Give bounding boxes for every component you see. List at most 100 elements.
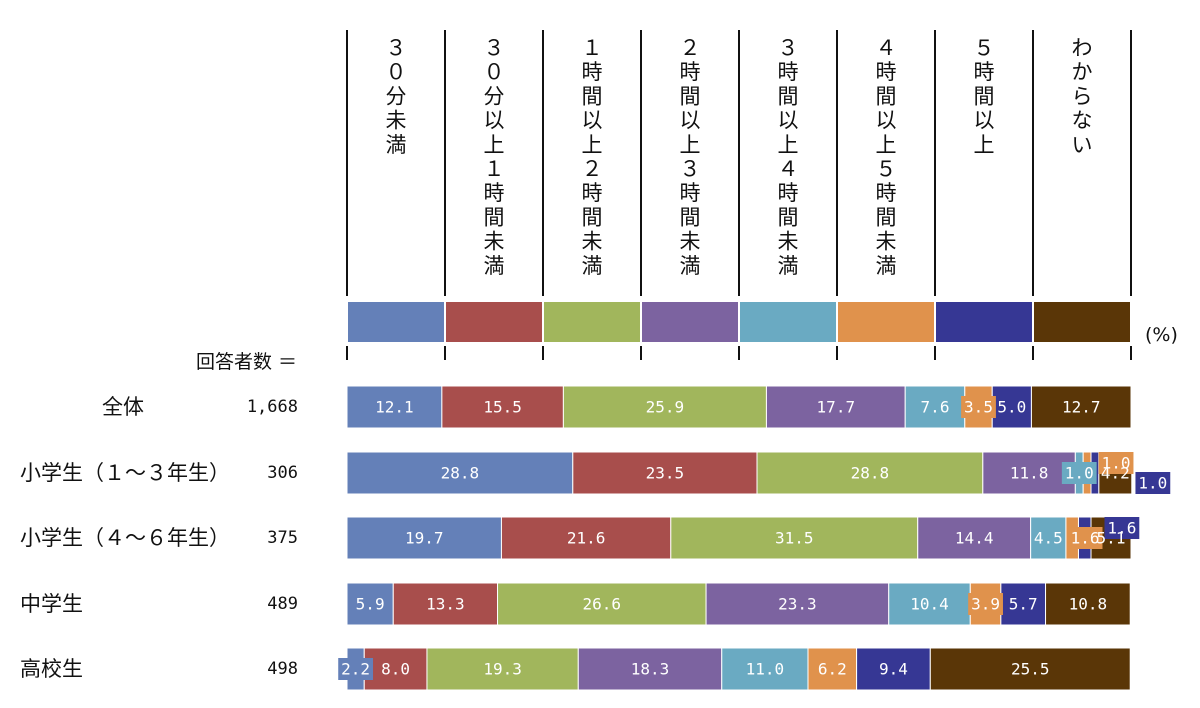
value-label-box xyxy=(1098,452,1134,474)
value-label-box xyxy=(961,396,996,418)
value-label: 4.2 xyxy=(1101,464,1130,483)
value-label: 1.0 xyxy=(1102,454,1131,473)
bar-segment xyxy=(497,582,707,626)
count-label: 375 xyxy=(267,528,298,548)
legend-label: わからない xyxy=(1072,36,1093,157)
bar-segment xyxy=(346,385,443,429)
value-label: 7.6 xyxy=(921,398,950,417)
legend-label: ５時間以上 xyxy=(974,36,995,157)
count-label: 489 xyxy=(267,594,298,614)
bar-segment xyxy=(991,385,1032,429)
bar-segment xyxy=(426,647,579,691)
value-label-box xyxy=(968,593,1003,615)
column-ticks xyxy=(346,346,1132,360)
value-label: 21.6 xyxy=(567,529,606,548)
value-label: 3.5 xyxy=(964,398,993,417)
bar-segment xyxy=(982,451,1076,495)
value-label: 15.5 xyxy=(483,398,522,417)
chart-row: 小学生（１～３年生） 306 28.8 23.5 28.8 11.8 1.01.01.04.… xyxy=(20,451,1171,495)
bar-segment xyxy=(765,385,906,429)
legend-swatch xyxy=(740,302,836,342)
chart-row: 中学生 489 5.9 13.3 26.6 23.3 10.4 3.9 5.7 10.8 xyxy=(20,582,1131,626)
category-label: 小学生（４～６年生） xyxy=(20,526,230,550)
respondents-label: 回答者数 ＝ xyxy=(196,351,297,373)
bar-segment xyxy=(577,647,723,691)
chart-row: 小学生（４～６年生） 375 19.7 21.6 31.5 14.4 4.5 1.6 1.65.… xyxy=(20,516,1140,560)
category-label: 全体 xyxy=(102,395,144,419)
legend-swatches xyxy=(348,302,1130,342)
legend-swatch xyxy=(446,302,542,342)
value-label: 31.5 xyxy=(775,529,814,548)
count-label: 306 xyxy=(267,463,298,483)
value-label: 9.4 xyxy=(879,660,908,679)
category-label: 中学生 xyxy=(20,592,83,616)
value-label: 1.0 xyxy=(1065,464,1094,483)
value-label-box xyxy=(1061,462,1097,484)
value-label-box xyxy=(1104,517,1140,539)
value-label: 1.6 xyxy=(1107,519,1136,538)
value-label: 8.0 xyxy=(381,660,410,679)
value-label: 10.4 xyxy=(910,595,949,614)
bar-segment xyxy=(1045,582,1131,626)
legend-header-dividers xyxy=(346,30,1132,296)
bar-segment xyxy=(392,582,499,626)
bar-segment xyxy=(670,516,919,560)
value-label: 6.2 xyxy=(818,660,847,679)
value-label: 1.0 xyxy=(1138,474,1167,493)
legend-label: １時間以上２時間未満 xyxy=(582,36,603,278)
value-label: 28.8 xyxy=(441,464,480,483)
legend-swatch xyxy=(936,302,1032,342)
legend-label: ２時間以上３時間未満 xyxy=(680,36,701,278)
value-label: 13.3 xyxy=(426,595,465,614)
value-label: 26.6 xyxy=(583,595,622,614)
value-label: 4.5 xyxy=(1034,529,1063,548)
legend-swatch xyxy=(642,302,738,342)
value-label: 11.0 xyxy=(746,660,785,679)
value-label: 5.1 xyxy=(1097,529,1126,548)
bar-segment xyxy=(807,647,858,691)
value-label-box xyxy=(1135,472,1171,494)
chart-rows: 全体 1,668 12.1 15.5 25.9 17.7 7.6 3.5 5.0 12.7 小学生（… xyxy=(20,385,1171,691)
bar-segment xyxy=(572,451,758,495)
value-label: 5.0 xyxy=(997,398,1026,417)
legend-label: ３時間以上４時間未満 xyxy=(778,36,799,278)
value-label: 23.5 xyxy=(646,464,685,483)
chart-row: 全体 1,668 12.1 15.5 25.9 17.7 7.6 3.5 5.0 12.7 xyxy=(102,385,1132,429)
value-label-box xyxy=(338,658,374,680)
bar-segment xyxy=(346,582,394,626)
chart-row: 高校生 498 2.2 8.0 19.3 18.3 11.0 6.2 9.4 25.5 xyxy=(20,647,1131,691)
value-label: 14.4 xyxy=(955,529,994,548)
value-label: 10.8 xyxy=(1069,595,1108,614)
value-label: 23.3 xyxy=(778,595,817,614)
bar-segment xyxy=(346,451,574,495)
bar-segment xyxy=(1030,385,1132,429)
bar-segment xyxy=(500,516,672,560)
legend-label: ４時間以上５時間未満 xyxy=(876,36,897,278)
category-label: 小学生（１～３年生） xyxy=(20,461,230,485)
value-label: 28.8 xyxy=(851,464,890,483)
legend-label: ３０分以上１時間未満 xyxy=(484,36,505,278)
bar-segment xyxy=(929,647,1131,691)
category-label: 高校生 xyxy=(20,657,83,681)
bar-segment xyxy=(756,451,984,495)
value-label: 3.9 xyxy=(971,595,1000,614)
legend-label: ３０分未満 xyxy=(386,36,407,157)
value-label: 25.9 xyxy=(646,398,685,417)
value-label: 12.7 xyxy=(1062,398,1101,417)
bar-segment xyxy=(1000,582,1047,626)
legend-swatch xyxy=(838,302,934,342)
count-label: 498 xyxy=(267,659,298,679)
value-label: 11.8 xyxy=(1010,464,1049,483)
legend-swatch xyxy=(348,302,444,342)
value-label: 25.5 xyxy=(1011,660,1050,679)
legend-swatch xyxy=(544,302,640,342)
value-label: 12.1 xyxy=(375,398,414,417)
value-label: 5.9 xyxy=(356,595,385,614)
value-label: 2.2 xyxy=(341,660,370,679)
unit-label: (%) xyxy=(1145,324,1178,346)
value-label: 19.7 xyxy=(405,529,444,548)
value-label: 5.7 xyxy=(1009,595,1038,614)
value-label: 18.3 xyxy=(631,660,670,679)
bar-segment xyxy=(441,385,564,429)
